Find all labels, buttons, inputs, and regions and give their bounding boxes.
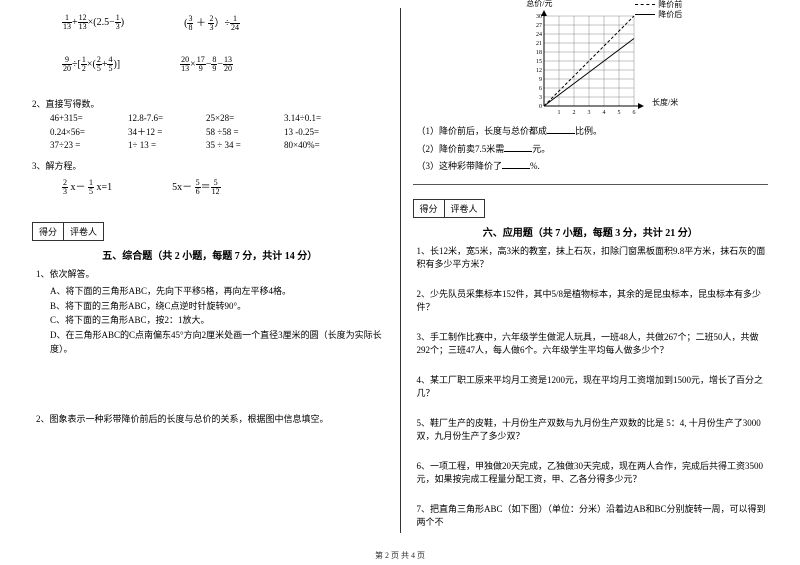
expr-2: (38 ＋ 23）÷124 <box>184 14 240 32</box>
chart-fill-1: （1）降价前后，长度与总价都成比例。 <box>417 124 769 139</box>
app-q1: 1、长12米，宽5米，高3米的教室，抹上石灰，扣除门窗黑板面积9.8平方米，抹石… <box>417 245 769 272</box>
svg-text:3: 3 <box>539 95 542 101</box>
section-5-title: 五、综合题（共 2 小题，每题 7 分，共计 14 分） <box>32 247 388 262</box>
svg-text:6: 6 <box>539 86 542 92</box>
question-1: 1、依次解答。 <box>36 268 388 282</box>
right-column: 降价前 降价后 总价/元 长度/米 <box>401 8 777 533</box>
svg-text:21: 21 <box>536 41 542 47</box>
equation-1: 23 x－ 15 x=1 <box>62 178 112 196</box>
arith-grid: 46+315=12.8-7.6=25×28=3.14÷0.1= 0.24×56=… <box>50 112 388 153</box>
math-row-1: 113+1213×(2.5−13) (38 ＋ 23）÷124 <box>62 14 388 32</box>
expr-1: 113+1213×(2.5−13) <box>62 14 124 32</box>
chart-fill-2: （2）降价前卖7.5米需元。 <box>417 142 769 157</box>
svg-text:27: 27 <box>536 23 542 29</box>
svg-text:18: 18 <box>536 50 542 56</box>
question-2: 2、图象表示一种彩带降价前后的长度与总价的关系，根据图中信息填空。 <box>36 413 388 427</box>
legend-dash-icon <box>635 4 655 5</box>
svg-text:12: 12 <box>536 68 542 74</box>
svg-text:1: 1 <box>558 110 561 116</box>
section-divider <box>413 184 769 185</box>
app-q3: 3、手工制作比赛中，六年级学生做泥人玩具，一班48人，共做267个；二班50人，… <box>417 331 769 358</box>
score-box-5: 得分 评卷人 <box>32 222 104 241</box>
section-2-title: 2、直接写得数。 <box>32 97 388 110</box>
app-q6: 6、一项工程，甲独做20天完成，乙独做30天完成，现在两人合作，完成后共得工资3… <box>417 460 769 487</box>
svg-text:5: 5 <box>618 110 621 116</box>
chart-svg: 036912151821242730 123456 <box>520 8 660 118</box>
question-1d: D、在三角形ABC的C点南偏东45°方向2厘米处画一个直径3厘米的圆（长度为实际… <box>50 328 388 357</box>
page-footer: 第 2 页 共 4 页 <box>0 550 800 561</box>
price-chart: 降价前 降价后 总价/元 长度/米 <box>520 8 660 118</box>
chart-fill-3: （3）这种彩带降价了%. <box>417 159 769 174</box>
svg-text:30: 30 <box>536 14 542 20</box>
app-q4: 4、某工厂职工原来平均月工资是1200元，现在平均月工资增加到1500元，增长了… <box>417 374 769 401</box>
svg-text:15: 15 <box>536 59 542 65</box>
section-3-title: 3、解方程。 <box>32 159 388 172</box>
expr-3: 920÷[12×(25+45)] <box>62 56 120 73</box>
svg-text:6: 6 <box>633 110 636 116</box>
equation-row: 23 x－ 15 x=1 5x－ 56＝512 <box>62 178 388 196</box>
left-column: 113+1213×(2.5−13) (38 ＋ 23）÷124 920÷[12×… <box>24 8 401 533</box>
svg-text:24: 24 <box>536 32 542 38</box>
app-q2: 2、少先队员采集标本152件，其中5/8是植物标本，其余的是昆虫标本，昆虫标本有… <box>417 288 769 315</box>
expr-4: 2013×179−89−1320 <box>180 56 233 73</box>
svg-text:4: 4 <box>603 110 606 116</box>
question-1c: C、将下面的三角形ABC，按2：1放大。 <box>50 313 388 327</box>
svg-text:3: 3 <box>588 110 591 116</box>
question-1a: A、将下面的三角形ABC，先向下平移5格，再向左平移4格。 <box>50 284 388 298</box>
app-q5: 5、鞋厂生产的皮鞋，十月份生产双数与九月份生产双数的比是 5：4, 十月份生产了… <box>417 417 769 444</box>
svg-text:0: 0 <box>539 104 542 110</box>
math-row-2: 920÷[12×(25+45)] 2013×179−89−1320 <box>62 56 388 73</box>
score-box-6: 得分 评卷人 <box>413 199 485 218</box>
equation-2: 5x－ 56＝512 <box>172 178 221 196</box>
section-6-title: 六、应用题（共 7 小题，每题 3 分，共计 21 分） <box>413 224 769 239</box>
question-1b: B、将下面的三角形ABC，绕C点逆时针旋转90°。 <box>50 299 388 313</box>
svg-text:9: 9 <box>539 77 542 83</box>
svg-text:2: 2 <box>573 110 576 116</box>
app-q7: 7、把直角三角形ABC（如下图）（单位：分米）沿着边AB和BC分别旋转一周，可以… <box>417 503 769 530</box>
